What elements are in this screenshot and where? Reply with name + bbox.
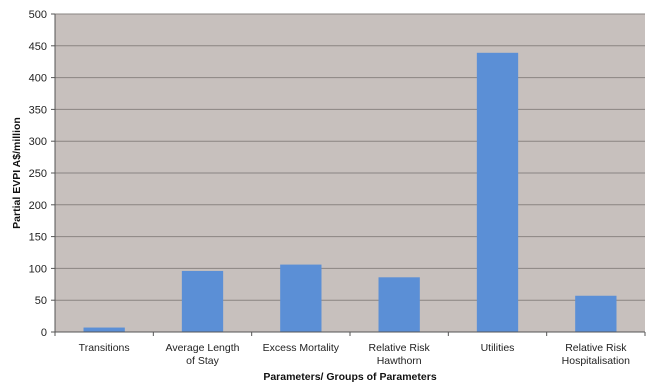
x-tick-label-line: Relative Risk — [369, 342, 431, 354]
x-tick-label: Relative Risk Hospitalisation — [562, 342, 630, 367]
x-tick-label-line: Hawthorn — [377, 355, 422, 367]
bar — [280, 264, 322, 332]
x-tick-label-line: Hospitalisation — [562, 355, 630, 367]
y-tick-label: 450 — [29, 41, 47, 53]
y-tick-label: 100 — [29, 263, 47, 275]
y-tick-label: 350 — [29, 104, 47, 116]
gridlines — [55, 13, 645, 333]
bar — [83, 327, 125, 332]
x-tick-label: Utilities — [481, 342, 515, 354]
bar — [476, 52, 519, 333]
bar — [378, 277, 420, 332]
y-tick-label: 150 — [29, 232, 47, 244]
y-tick-label: 500 — [29, 9, 47, 21]
bar — [181, 270, 224, 332]
x-tick-label-line: Utilities — [481, 342, 515, 354]
x-tick-label-line: Average Length — [166, 342, 240, 354]
y-tick-label: 250 — [29, 168, 47, 180]
y-axis-ticks: 0 50 100 150 200 250 300 350 400 450 500 — [29, 9, 56, 339]
x-tick-label-line: of Stay — [186, 355, 219, 367]
x-tick-label: Average Length of Stay — [166, 342, 240, 367]
x-axis-title: Parameters/ Groups of Parameters — [263, 371, 436, 382]
y-tick-label: 300 — [29, 136, 47, 148]
x-tick-label-line: Excess Mortality — [263, 342, 340, 354]
x-tick-label: Relative Risk Hawthorn — [369, 342, 431, 367]
y-tick-label: 0 — [41, 327, 47, 339]
bar — [575, 295, 617, 332]
x-tick-label-line: Transitions — [79, 342, 130, 354]
bars — [83, 52, 617, 333]
y-tick-label: 400 — [29, 73, 47, 85]
y-tick-label: 50 — [35, 295, 47, 307]
y-axis-title: Partial EVPI A$/million — [11, 117, 23, 229]
x-tick-label: Transitions — [79, 342, 130, 354]
x-tick-label-line: Relative Risk — [565, 342, 627, 354]
x-tick-label: Excess Mortality — [263, 342, 340, 354]
y-tick-label: 200 — [29, 200, 47, 212]
x-axis-categories: Transitions Average Length of Stay Excess M… — [54, 331, 646, 367]
